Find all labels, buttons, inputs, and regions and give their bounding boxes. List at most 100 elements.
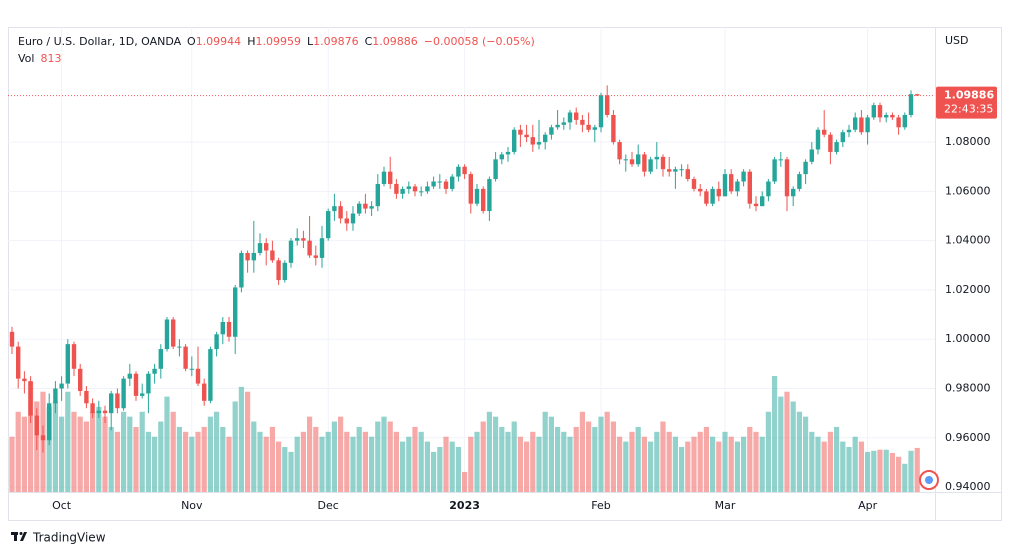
candle-body: [233, 287, 238, 337]
volume-bar: [300, 431, 306, 492]
volume-bar: [635, 426, 641, 492]
legend-value: 1.09876: [313, 35, 359, 48]
candle-body: [437, 181, 442, 183]
volume-bar: [865, 451, 871, 492]
volume-bar: [672, 436, 678, 492]
candle-body: [282, 262, 287, 281]
candle-body: [127, 373, 132, 379]
volume-bar: [741, 436, 747, 492]
candle-body: [257, 243, 263, 253]
candle-body: [146, 373, 151, 394]
candle-body: [859, 117, 864, 133]
candle-body: [177, 346, 182, 348]
candle-body: [648, 159, 653, 172]
candle-body: [791, 188, 796, 197]
volume-bar: [400, 441, 406, 492]
legend-key: C: [365, 35, 373, 48]
volume-bar: [914, 447, 920, 492]
volume-bar: [827, 431, 833, 492]
candle-body: [574, 112, 579, 120]
volume-key: Vol: [18, 52, 34, 65]
volume-bar: [834, 426, 840, 492]
volume-bar: [52, 401, 58, 492]
y-tick-label: 0.96000: [945, 431, 991, 444]
candle-body: [890, 114, 895, 118]
candle-body: [586, 124, 591, 130]
candle-body: [660, 156, 666, 170]
candle-body: [468, 174, 473, 204]
volume-bar: [46, 406, 52, 492]
candle-body: [877, 105, 883, 118]
volume-bar: [201, 426, 207, 492]
volume-bar: [778, 396, 784, 492]
volume-bar: [486, 411, 492, 492]
volume-bar: [276, 441, 282, 492]
candle-body: [828, 134, 833, 152]
candle-body: [636, 154, 641, 165]
volume-bar: [747, 426, 753, 492]
candle-body: [667, 169, 672, 172]
volume-bar: [815, 436, 821, 492]
volume-bar: [871, 450, 877, 492]
volume-bar: [784, 391, 790, 492]
volume-bar: [28, 381, 34, 492]
x-tick-label: Apr: [858, 499, 878, 512]
candle-body: [896, 117, 901, 128]
volume-bar: [505, 431, 511, 492]
candle-body: [9, 331, 15, 347]
candle-body: [208, 349, 213, 401]
volume-bar: [530, 431, 536, 492]
candle-body: [288, 240, 294, 263]
volume-bar: [381, 416, 387, 492]
volume-bar: [790, 401, 796, 492]
volume-bar: [679, 447, 685, 492]
candles: [8, 85, 935, 453]
volume-bar: [282, 447, 288, 492]
candle-body: [698, 188, 703, 192]
volume-bar: [393, 431, 399, 492]
volume-bar: [759, 436, 765, 492]
volume-bar: [858, 441, 864, 492]
candle-body: [884, 114, 889, 118]
candle-body: [642, 154, 647, 172]
candle-body: [338, 206, 343, 219]
candle-body: [394, 183, 399, 194]
legend-value: 1.09944: [196, 35, 242, 48]
candle-body: [853, 117, 858, 130]
candle-body: [152, 368, 157, 374]
volume-bar: [455, 447, 461, 492]
volume-bar: [902, 463, 908, 492]
volume-bar: [722, 431, 728, 492]
volume-bar: [307, 416, 313, 492]
candle-body: [834, 142, 839, 152]
volume-value: 813: [40, 52, 61, 65]
candle-body: [319, 238, 325, 258]
candle-body: [450, 176, 455, 189]
candle-body: [412, 186, 418, 192]
volume-bar: [753, 431, 759, 492]
candle-body: [28, 381, 33, 416]
volume-bar: [59, 416, 65, 492]
candle-body: [419, 191, 424, 193]
candle-body: [22, 378, 27, 382]
volume-bar: [152, 436, 158, 492]
candle-body: [357, 203, 362, 214]
volume-bar: [21, 416, 27, 492]
candle-body: [443, 181, 449, 189]
volume-bar: [90, 411, 96, 492]
candle-body: [629, 159, 635, 165]
candle-body: [121, 378, 126, 409]
candle-body: [47, 403, 52, 441]
y-tick-label: 0.98000: [945, 382, 991, 395]
candle-body: [778, 159, 783, 161]
volume-bar: [319, 436, 325, 492]
price-tag: [936, 86, 997, 119]
volume-bar: [325, 431, 331, 492]
volume-bar: [716, 441, 722, 492]
candle-body: [109, 393, 114, 414]
volume-bar: [809, 431, 815, 492]
candle-body: [40, 435, 46, 441]
volume-bar: [660, 421, 666, 492]
